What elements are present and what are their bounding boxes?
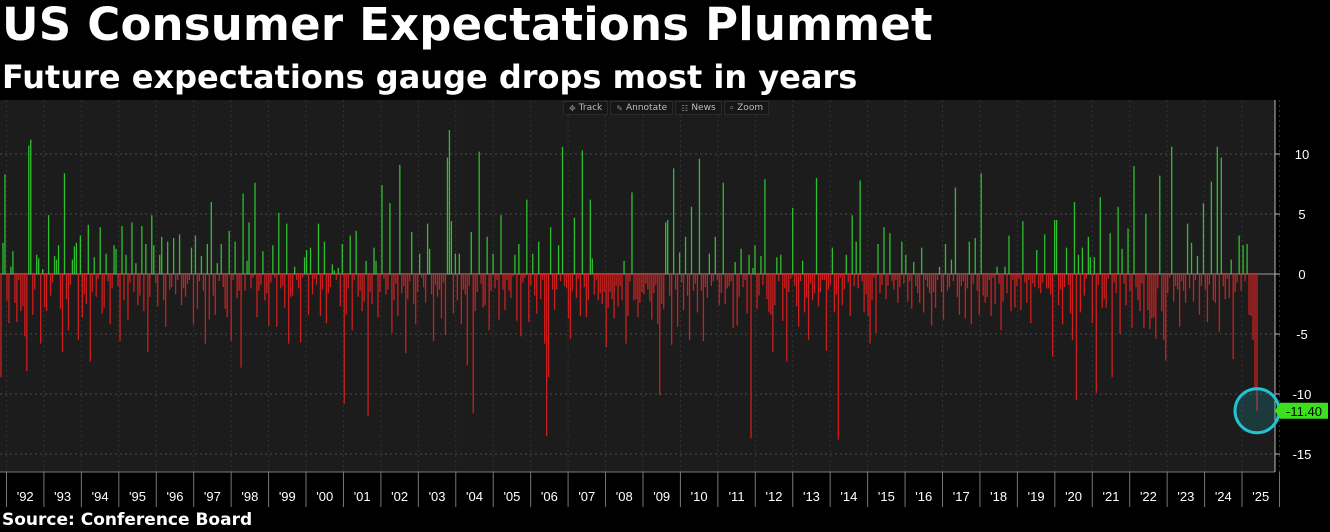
y-tick-label: 10 [1295,147,1309,162]
x-tick-label: '95 [129,489,146,504]
last-value-overlay: -11.40 [1233,387,1328,435]
news-icon: ☷ [681,103,689,113]
news-label: News [691,103,716,113]
annotate-button[interactable]: ✎ Annotate [610,101,674,115]
y-axis: 10 5 0 -5 -10 -15 [1274,100,1312,472]
x-tick-label: '03 [429,489,446,504]
annotate-label: Annotate [625,103,668,113]
x-tick-label: '23 [1177,489,1194,504]
y-tick-label: -10 [1293,387,1312,402]
x-tick-label: '98 [241,489,258,504]
x-tick-label: '96 [166,489,183,504]
zoom-label: Zoom [737,103,764,113]
y-tick-label: 5 [1298,207,1305,222]
chart-title: US Consumer Expectations Plummet [2,0,933,51]
track-label: Track [578,103,603,113]
x-axis: '92 '93 '94 '95 '96 '97 '98 '99 '00 '01 '02 '03 '04 '… [0,471,1280,507]
crosshair-icon: ✥ [569,103,576,113]
bars [0,130,1258,440]
pencil-icon: ✎ [616,103,623,113]
x-tick-label: '24 [1215,489,1232,504]
x-tick-label: '97 [204,489,221,504]
x-tick-label: '02 [391,489,408,504]
x-tick-label: '09 [653,489,670,504]
x-tick-label: '01 [354,489,371,504]
x-tick-label: '25 [1252,489,1269,504]
x-tick-label: '14 [840,489,857,504]
x-tick-label: '13 [803,489,820,504]
x-tick-label: '17 [953,489,970,504]
chart-plot[interactable]: '92 '93 '94 '95 '96 '97 '98 '99 '00 '01 '02 '03 '04 '… [0,96,1330,510]
chart-subtitle: Future expectations gauge drops most in … [2,58,858,96]
x-tick-label: '08 [616,489,633,504]
x-tick-label: '00 [316,489,333,504]
x-tick-label: '93 [54,489,71,504]
y-tick-label: -5 [1296,327,1308,342]
x-tick-label: '06 [541,489,558,504]
x-tick-label: '19 [1028,489,1045,504]
last-value-badge [1275,402,1328,419]
x-tick-label: '18 [990,489,1007,504]
track-button[interactable]: ✥ Track [563,101,609,115]
x-tick-label: '12 [766,489,783,504]
x-tick-label: '11 [729,489,745,504]
x-tick-label: '16 [915,489,932,504]
chart-toolbar: ✥ Track ✎ Annotate ☷ News ⌕ Zoom [563,101,770,115]
y-tick-label: -15 [1293,447,1312,462]
x-tick-label: '94 [92,489,109,504]
x-tick-label: '22 [1140,489,1157,504]
x-tick-label: '21 [1103,489,1120,504]
x-tick-label: '10 [691,489,708,504]
x-tick-label: '99 [279,489,296,504]
last-value-label: -11.40 [1286,404,1322,419]
highlight-circle [1233,387,1281,435]
x-tick-label: '92 [17,489,34,504]
x-tick-label: '20 [1065,489,1082,504]
x-tick-label: '04 [466,489,483,504]
x-tick-label: '05 [503,489,520,504]
x-tick-label: '07 [578,489,595,504]
news-button[interactable]: ☷ News [675,101,722,115]
x-tick-label: '15 [878,489,895,504]
zoom-icon: ⌕ [729,103,735,112]
source-note: Source: Conference Board [2,510,253,530]
y-tick-label: 0 [1298,267,1305,282]
zoom-button[interactable]: ⌕ Zoom [723,101,770,115]
